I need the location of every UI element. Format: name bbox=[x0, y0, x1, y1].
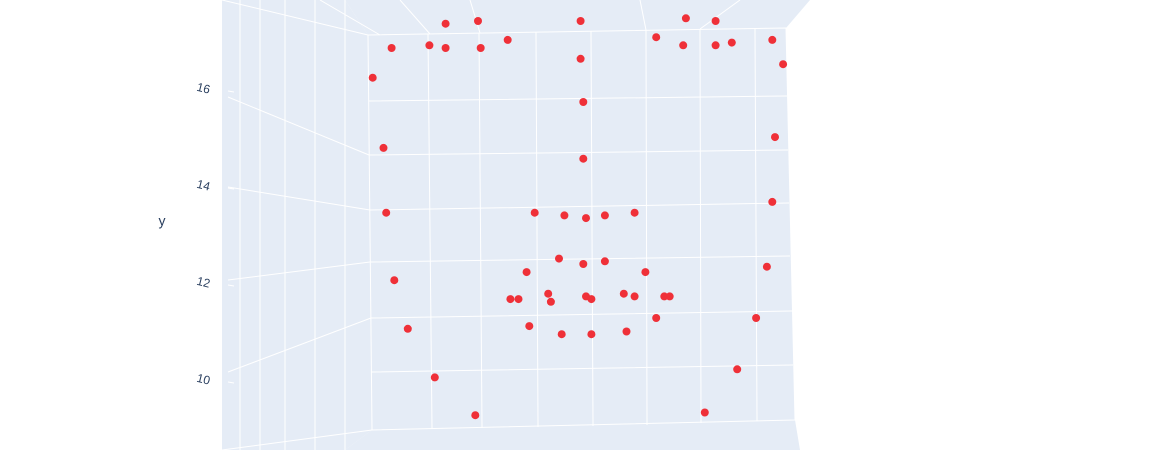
point bbox=[652, 314, 661, 322]
point bbox=[600, 257, 609, 266]
point bbox=[587, 330, 596, 339]
point bbox=[579, 260, 588, 268]
point bbox=[474, 17, 482, 25]
point bbox=[425, 41, 434, 50]
point bbox=[771, 133, 779, 142]
y-tick-label: 12 bbox=[195, 274, 212, 291]
point bbox=[619, 289, 628, 298]
point bbox=[779, 60, 788, 69]
back-wall bbox=[368, 28, 795, 430]
point bbox=[555, 254, 563, 263]
point bbox=[681, 14, 690, 23]
point bbox=[382, 208, 391, 217]
point bbox=[641, 268, 650, 277]
y-tick-label: 16 bbox=[195, 80, 212, 97]
point bbox=[560, 211, 569, 220]
point bbox=[368, 73, 377, 82]
point bbox=[503, 35, 512, 44]
point bbox=[530, 208, 539, 217]
top-wall bbox=[345, 0, 810, 35]
tick-line bbox=[227, 90, 235, 93]
y-tick-label: 14 bbox=[195, 177, 212, 194]
point bbox=[752, 314, 761, 322]
point bbox=[582, 214, 590, 223]
point bbox=[733, 365, 742, 374]
point bbox=[700, 408, 709, 417]
point bbox=[579, 154, 588, 163]
point bbox=[546, 297, 555, 306]
point bbox=[587, 295, 596, 304]
point bbox=[476, 44, 485, 52]
point bbox=[441, 44, 450, 52]
point bbox=[576, 17, 585, 25]
tick-line bbox=[227, 187, 235, 190]
point bbox=[471, 411, 480, 420]
point bbox=[579, 98, 588, 106]
y-axis-title: y bbox=[159, 213, 166, 229]
point bbox=[622, 327, 631, 336]
point bbox=[403, 324, 412, 333]
point bbox=[600, 211, 609, 220]
point bbox=[387, 44, 396, 52]
point bbox=[711, 17, 720, 25]
point bbox=[390, 276, 399, 285]
point bbox=[665, 292, 674, 301]
tick-line bbox=[227, 284, 235, 287]
grid bbox=[221, 0, 796, 450]
point bbox=[441, 19, 450, 28]
point bbox=[379, 143, 388, 152]
point bbox=[630, 292, 639, 301]
point bbox=[768, 197, 777, 206]
point bbox=[630, 208, 639, 217]
point bbox=[514, 295, 523, 304]
point bbox=[768, 35, 777, 44]
point bbox=[576, 54, 585, 63]
point bbox=[506, 295, 515, 304]
point bbox=[525, 322, 534, 331]
point bbox=[727, 38, 736, 47]
y-tick-label: 10 bbox=[195, 371, 212, 388]
tick-line bbox=[227, 381, 235, 384]
point bbox=[679, 41, 688, 50]
point bbox=[430, 373, 439, 382]
point bbox=[762, 262, 771, 271]
point bbox=[544, 289, 553, 298]
point bbox=[652, 33, 661, 42]
point bbox=[522, 268, 531, 277]
point bbox=[557, 330, 566, 339]
left-wall bbox=[222, 0, 372, 450]
floor bbox=[345, 420, 800, 450]
point bbox=[711, 41, 720, 50]
